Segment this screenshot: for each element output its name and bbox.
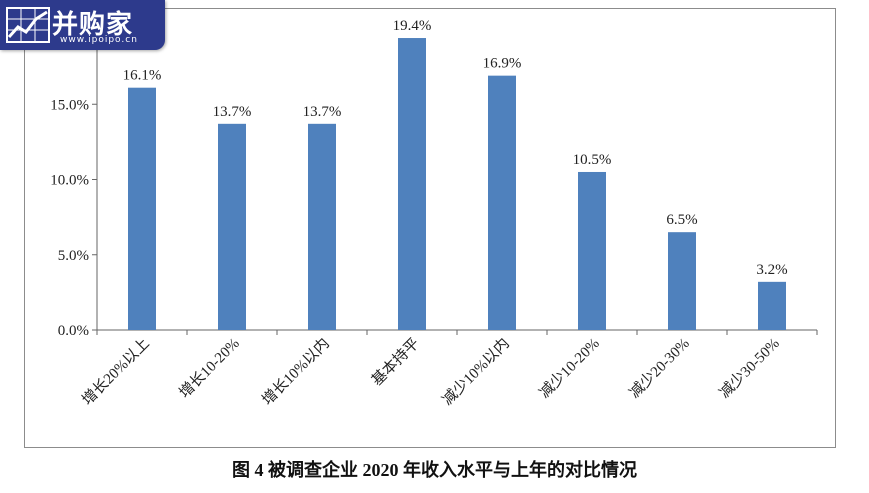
data-label: 13.7% (213, 104, 252, 120)
data-label: 19.4% (393, 18, 432, 34)
category-label: 减少10%以内 (439, 335, 513, 409)
y-tick-label: 10.0% (50, 173, 89, 189)
bar (128, 87, 156, 330)
data-label: 13.7% (303, 104, 342, 120)
bar (308, 123, 336, 330)
data-label: 6.5% (666, 212, 697, 228)
bar-chart: 0.0% 5.0% 10.0% 15.0% 16.1% 增长20%以上 13.7% 增长10-… (50, 18, 818, 409)
bar (218, 123, 246, 330)
category-label: 减少20-30% (626, 335, 693, 402)
watermark-name: 并购家 (52, 10, 134, 40)
bar (668, 232, 696, 330)
category-label: 增长20%以上 (79, 335, 153, 409)
y-tick-label: 15.0% (50, 97, 89, 113)
bar (398, 38, 426, 330)
watermark-url: www.ipoipo.cn (60, 35, 138, 45)
watermark-logo: 并购家 www.ipoipo.cn (0, 0, 165, 50)
y-tick-label: 0.0% (58, 323, 89, 339)
bar (488, 75, 516, 330)
bar (578, 171, 606, 330)
category-label: 增长10-20% (176, 335, 243, 402)
data-label: 3.2% (756, 262, 787, 278)
chart-trend-icon (6, 7, 50, 43)
category-label: 基本持平 (368, 335, 422, 389)
data-label: 10.5% (573, 152, 612, 168)
category-label: 减少30-50% (716, 335, 783, 402)
category-label: 减少10-20% (536, 335, 603, 402)
figure-caption: 图 4 被调查企业 2020 年收入水平与上年的对比情况 (232, 460, 637, 480)
data-label: 16.1% (123, 68, 162, 84)
bar (758, 281, 786, 330)
chart-frame: 0.0% 5.0% 10.0% 15.0% 16.1% 增长20%以上 13.7% 增长10-… (24, 8, 836, 448)
category-label: 增长10%以内 (259, 335, 333, 409)
data-label: 16.9% (483, 56, 522, 72)
y-tick-label: 5.0% (58, 248, 89, 264)
